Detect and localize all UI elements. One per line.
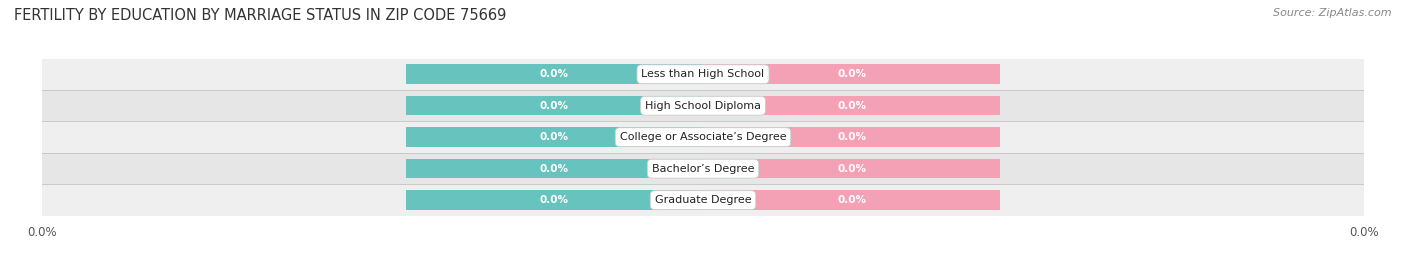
Bar bbox=[42, 59, 1364, 90]
Text: Less than High School: Less than High School bbox=[641, 69, 765, 79]
Text: 0.0%: 0.0% bbox=[837, 101, 866, 111]
Text: Source: ZipAtlas.com: Source: ZipAtlas.com bbox=[1274, 8, 1392, 18]
Text: 0.0%: 0.0% bbox=[837, 164, 866, 174]
Bar bbox=[405, 65, 703, 84]
Bar bbox=[405, 96, 703, 115]
Text: 0.0%: 0.0% bbox=[540, 195, 569, 205]
Bar bbox=[703, 96, 1001, 115]
Bar bbox=[405, 159, 703, 178]
Text: High School Diploma: High School Diploma bbox=[645, 101, 761, 111]
Bar bbox=[405, 128, 703, 147]
Text: 0.0%: 0.0% bbox=[837, 69, 866, 79]
Text: 0.0%: 0.0% bbox=[540, 101, 569, 111]
Text: 0.0%: 0.0% bbox=[540, 69, 569, 79]
Text: Graduate Degree: Graduate Degree bbox=[655, 195, 751, 205]
Text: 0.0%: 0.0% bbox=[837, 195, 866, 205]
Text: 0.0%: 0.0% bbox=[837, 132, 866, 142]
Bar bbox=[42, 184, 1364, 216]
Bar bbox=[405, 190, 703, 210]
Bar bbox=[42, 122, 1364, 153]
Bar bbox=[703, 190, 1001, 210]
Text: Bachelor’s Degree: Bachelor’s Degree bbox=[652, 164, 754, 174]
Text: College or Associate’s Degree: College or Associate’s Degree bbox=[620, 132, 786, 142]
Text: FERTILITY BY EDUCATION BY MARRIAGE STATUS IN ZIP CODE 75669: FERTILITY BY EDUCATION BY MARRIAGE STATU… bbox=[14, 8, 506, 23]
Bar bbox=[42, 153, 1364, 184]
Bar bbox=[703, 65, 1001, 84]
Bar bbox=[703, 128, 1001, 147]
Bar bbox=[703, 159, 1001, 178]
Bar bbox=[42, 90, 1364, 122]
Text: 0.0%: 0.0% bbox=[540, 132, 569, 142]
Text: 0.0%: 0.0% bbox=[540, 164, 569, 174]
